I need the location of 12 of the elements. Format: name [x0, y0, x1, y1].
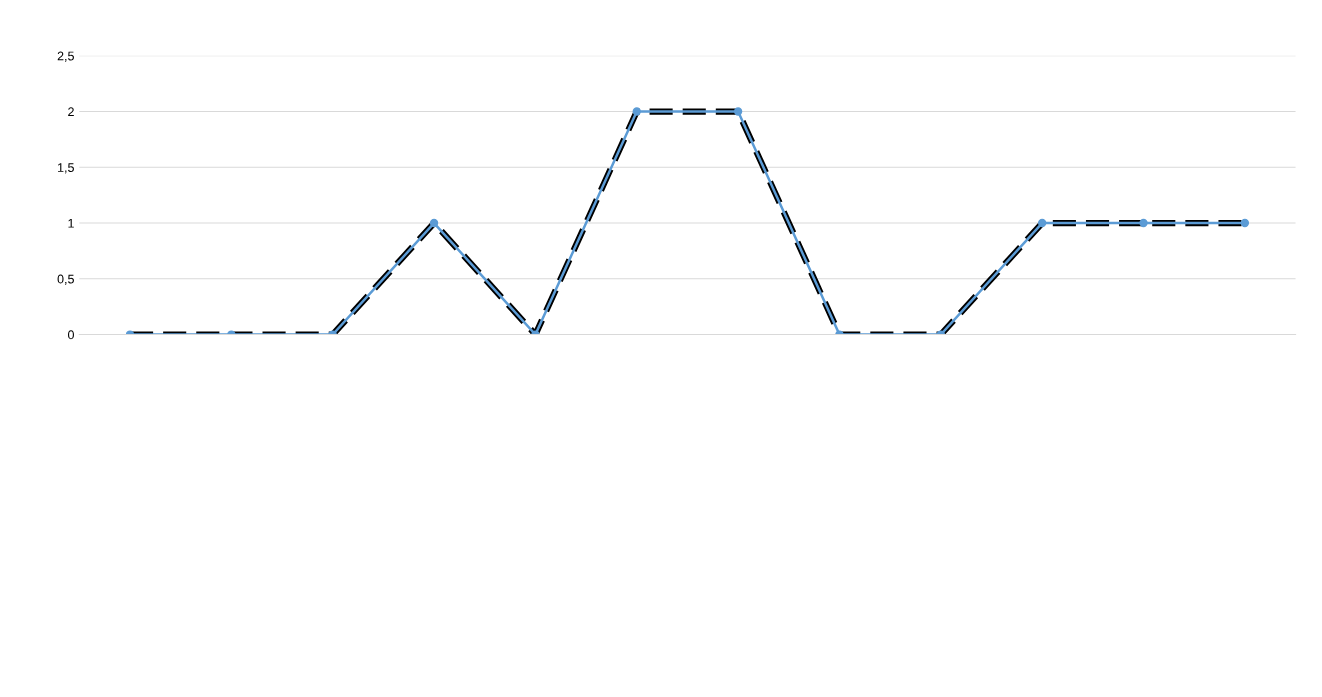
point: [1240, 218, 1250, 228]
point: [733, 107, 743, 116]
y-tick-label: 2,5: [57, 51, 74, 62]
point: [632, 107, 641, 116]
point: [1139, 218, 1148, 228]
y-tick-label: 0: [68, 330, 74, 340]
y-tick-label: 1,5: [58, 163, 74, 174]
y-tick-label: 2: [68, 107, 74, 117]
point: [429, 218, 439, 228]
point: [1038, 218, 1047, 228]
y-tick-label: 0,5: [57, 274, 74, 285]
y-tick-label: 1: [68, 218, 74, 228]
